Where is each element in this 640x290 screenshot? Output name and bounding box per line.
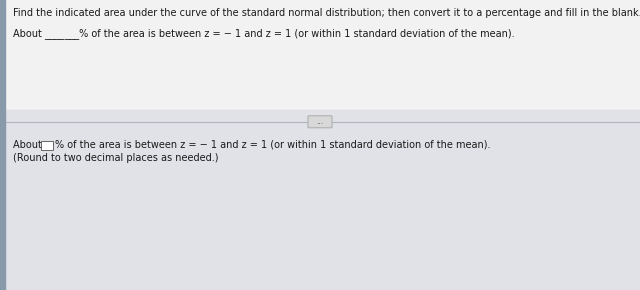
Text: (Round to two decimal places as needed.): (Round to two decimal places as needed.) [13,153,218,163]
Bar [5,110,640,290]
Text: % of the area is between z = − 1 and z = 1 (or within 1 standard deviation of th: % of the area is between z = − 1 and z =… [55,140,490,150]
FancyBboxPatch shape [308,116,332,128]
Bar [0,0,5,290]
Text: ...: ... [316,117,324,126]
Text: About _______% of the area is between z = − 1 and z = 1 (or within 1 standard de: About _______% of the area is between z … [13,28,515,39]
Text: About: About [13,140,45,150]
Bar [41,141,53,150]
Bar [5,0,640,110]
Text: Find the indicated area under the curve of the standard normal distribution; the: Find the indicated area under the curve … [13,8,640,18]
